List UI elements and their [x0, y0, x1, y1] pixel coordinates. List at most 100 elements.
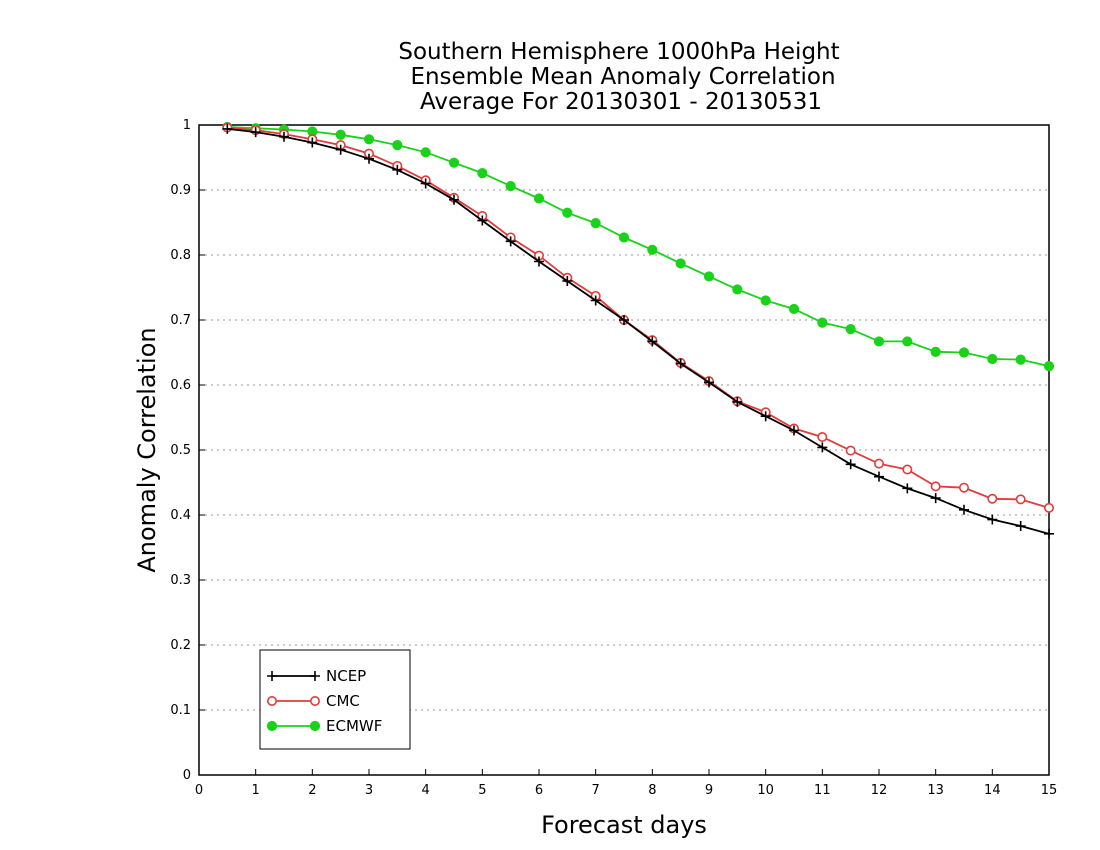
data-point-ncep [420, 178, 431, 189]
data-point-ncep [222, 123, 233, 134]
data-point-ncep [845, 459, 856, 470]
data-point-ncep [704, 377, 714, 388]
data-point-ncep [250, 127, 261, 138]
series-cmc [222, 122, 1055, 513]
x-tick-label: 8 [648, 783, 656, 798]
data-point-ncep [902, 483, 913, 494]
data-point-ecmwf [363, 134, 375, 145]
data-point-ecmwf [675, 258, 686, 269]
legend-label: CMC [326, 692, 360, 710]
data-point-ecmwf [1043, 361, 1055, 372]
y-tick-label: 0.6 [170, 378, 191, 393]
legend: NCEP CMC ECMWF [259, 649, 411, 750]
data-point-ncep [789, 425, 799, 436]
data-point-ecmwf [930, 346, 941, 357]
data-point-ncep [505, 236, 516, 247]
data-point-ecmwf [647, 244, 658, 255]
data-point-ecmwf [788, 303, 800, 315]
data-point-ecmwf [420, 147, 431, 158]
legend-label: ECMWF [326, 717, 382, 735]
x-tick-label: 11 [814, 783, 831, 798]
data-point-ecmwf [562, 207, 573, 218]
axis-ticks: 00.10.20.30.40.50.60.70.80.910 1 2 3 4 5 6 7 8 9 1… [170, 118, 1057, 798]
data-point-ncep [959, 504, 969, 515]
data-point-cmc [987, 493, 998, 504]
legend-marker [266, 695, 277, 706]
x-tick-label: 9 [705, 783, 713, 798]
legend-label: NCEP [326, 667, 366, 685]
data-point-ncep [760, 411, 771, 422]
series-group [222, 121, 1055, 539]
data-point-ecmwf [902, 336, 913, 347]
y-tick-label: 0.5 [170, 443, 191, 458]
y-axis-label: Anomaly Correlation [133, 327, 161, 572]
y-tick-label: 0.7 [170, 313, 191, 328]
y-tick-label: 0 [183, 768, 191, 783]
y-tick-label: 0.9 [170, 183, 191, 198]
data-point-ecmwf [845, 324, 856, 335]
data-point-ncep [335, 144, 346, 155]
x-tick-label: 7 [592, 783, 600, 798]
data-point-ecmwf [958, 347, 970, 358]
x-tick-label: 6 [535, 783, 543, 798]
data-point-ecmwf [533, 193, 545, 204]
data-point-ncep [449, 194, 459, 205]
data-point-ecmwf [760, 295, 771, 306]
data-point-cmc [930, 481, 941, 492]
data-point-ncep [534, 256, 544, 267]
title-line-1: Southern Hemisphere 1000hPa Height [398, 39, 839, 65]
data-point-ncep [619, 315, 629, 325]
x-tick-label: 14 [984, 783, 1001, 798]
data-point-ecmwf [873, 336, 885, 347]
grid [199, 189, 1049, 711]
legend-box [259, 649, 411, 750]
data-point-ncep [647, 336, 658, 347]
data-point-ecmwf [817, 317, 828, 328]
y-tick-label: 1 [183, 118, 191, 133]
data-point-ncep [930, 493, 941, 504]
data-point-ncep [732, 396, 743, 407]
data-point-ecmwf [732, 284, 743, 295]
x-tick-label: 13 [927, 783, 944, 798]
data-point-ncep [562, 276, 573, 286]
series-line-cmc [227, 126, 1050, 509]
data-point-ncep [392, 164, 403, 175]
x-tick-label: 0 [195, 783, 203, 798]
data-point-ncep [675, 358, 686, 369]
title-line-2: Ensemble Mean Anomaly Correlation [410, 64, 835, 90]
data-point-ncep [307, 137, 318, 148]
x-tick-label: 4 [422, 783, 430, 798]
data-point-ncep [590, 295, 601, 306]
data-point-ecmwf [987, 353, 998, 365]
legend-marker [309, 720, 321, 732]
data-point-ncep [874, 471, 884, 482]
legend-marker [266, 720, 278, 732]
y-tick-label: 0.8 [170, 248, 191, 263]
x-tick-label: 2 [308, 783, 316, 798]
data-point-ecmwf [590, 218, 601, 229]
legend-marker [309, 695, 320, 706]
legend-item-cmc: CMC [266, 692, 360, 710]
data-point-ncep [1044, 528, 1054, 539]
data-point-cmc [873, 458, 884, 469]
data-point-ecmwf [618, 232, 630, 243]
data-point-cmc [817, 431, 828, 442]
legend-marker [267, 671, 277, 681]
data-point-ecmwf [505, 181, 516, 192]
data-point-ecmwf [703, 271, 715, 282]
series-ncep [222, 123, 1054, 539]
x-tick-label: 12 [871, 783, 888, 798]
data-point-ncep [1015, 521, 1026, 532]
y-tick-label: 0.2 [170, 638, 191, 653]
data-point-ecmwf [448, 157, 460, 168]
x-tick-label: 5 [478, 783, 486, 798]
series-ecmwf [222, 121, 1055, 372]
data-point-cmc [1015, 494, 1026, 505]
x-tick-label: 1 [252, 783, 260, 798]
legend-item-ncep: NCEP [267, 667, 366, 685]
data-point-ecmwf [392, 140, 403, 151]
data-point-ncep [987, 514, 998, 525]
data-point-ncep [279, 131, 289, 142]
data-point-cmc [902, 464, 913, 475]
y-tick-label: 0.4 [170, 508, 191, 523]
